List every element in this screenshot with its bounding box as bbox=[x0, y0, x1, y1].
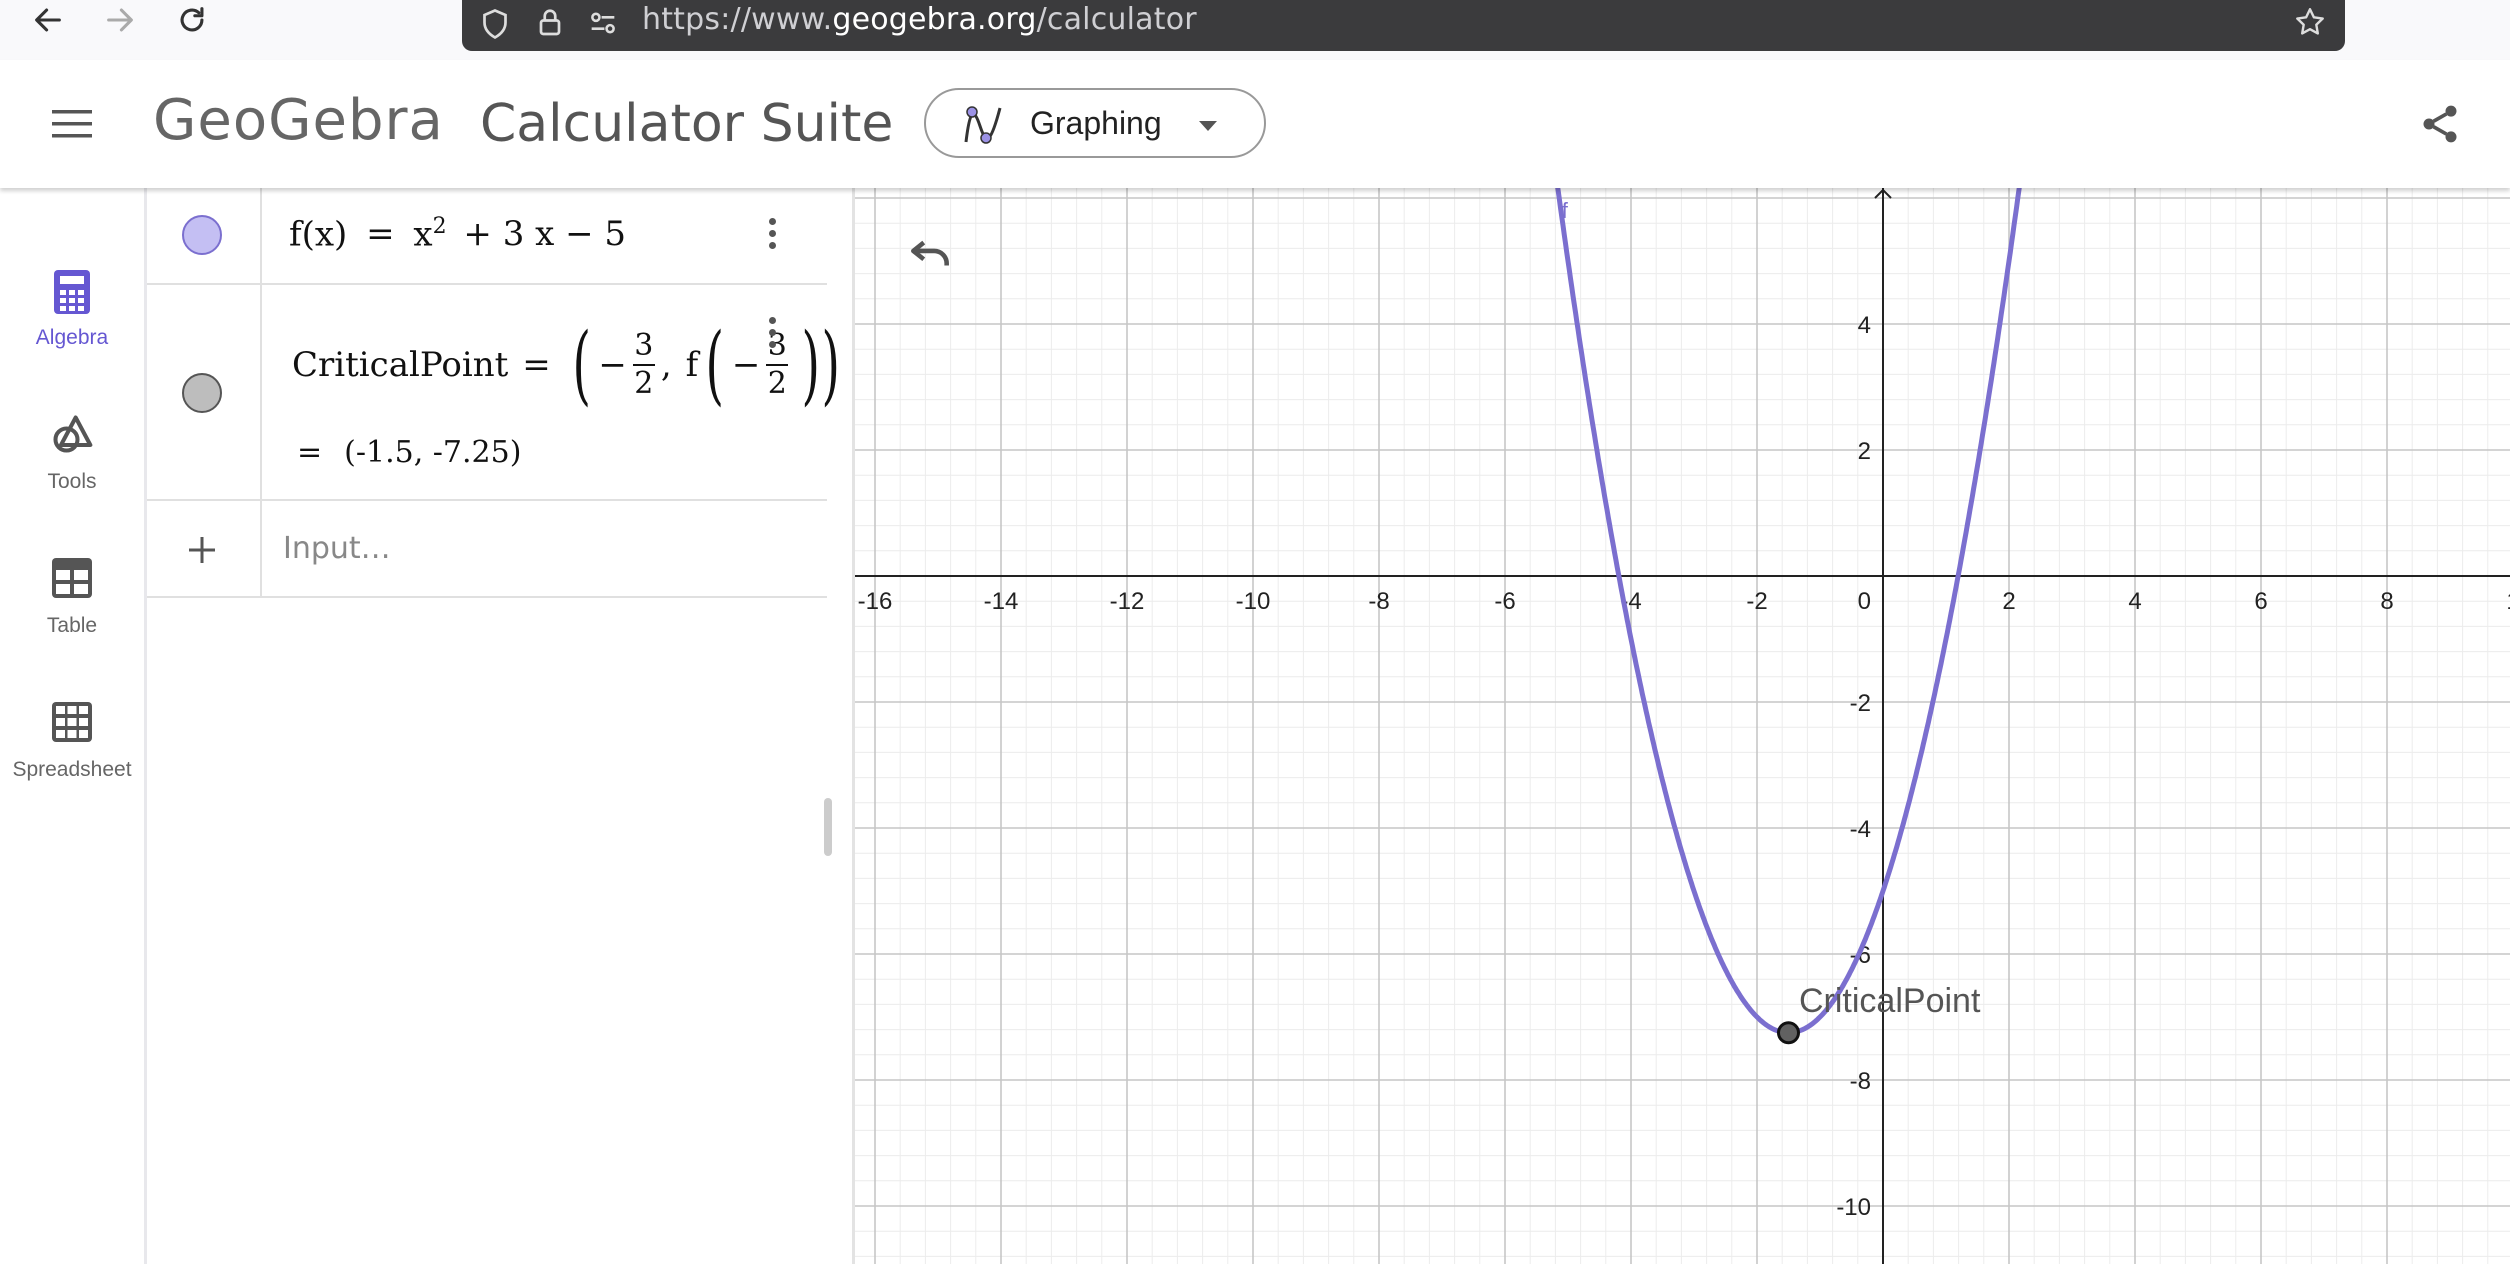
panel-resize-handle[interactable] bbox=[824, 798, 832, 856]
equals-sign: = bbox=[366, 214, 395, 255]
critical-point-label: CriticalPoint bbox=[1799, 982, 1981, 1020]
critical-point-marker[interactable] bbox=[1777, 1021, 1800, 1045]
bookmark-star-icon[interactable] bbox=[2292, 4, 2328, 40]
critical-point-name: CriticalPoint bbox=[292, 345, 509, 385]
marble-cell bbox=[147, 188, 262, 283]
rail-item-algebra[interactable]: Algebra bbox=[0, 260, 144, 380]
paren-open: ( bbox=[572, 315, 591, 415]
calculator-icon bbox=[54, 270, 90, 314]
app-header: GeoGebra Calculator Suite Graphing bbox=[0, 60, 2510, 188]
y-tick-label: 2 bbox=[1858, 438, 1871, 465]
marble-cell bbox=[147, 501, 262, 596]
lock-icon[interactable] bbox=[532, 4, 568, 40]
rail-label-algebra: Algebra bbox=[35, 326, 109, 349]
url-text[interactable]: https://www.geogebra.org/calculator bbox=[642, 2, 1197, 37]
permissions-icon[interactable] bbox=[586, 6, 620, 40]
menu-icon[interactable] bbox=[52, 108, 92, 140]
minus-sign: − bbox=[598, 345, 627, 385]
function-definition[interactable]: f(x) = x2 + 3 x − 5 bbox=[289, 214, 626, 254]
function-name: f(x) bbox=[289, 214, 348, 255]
rail-item-table[interactable]: Table bbox=[0, 548, 144, 668]
minus-sign: − bbox=[731, 345, 761, 385]
x-tick-label: 1 bbox=[2506, 588, 2510, 615]
function-terms: + 3 x − 5 bbox=[463, 214, 627, 255]
forward-icon[interactable] bbox=[90, 0, 150, 40]
input-bar[interactable]: Input… bbox=[283, 531, 391, 566]
shield-icon[interactable] bbox=[477, 6, 513, 42]
x-tick-label: 0 bbox=[1858, 588, 1871, 615]
visibility-toggle-f[interactable] bbox=[182, 215, 222, 255]
x-tick-label: 6 bbox=[2254, 588, 2267, 615]
y-axis-arrow bbox=[1874, 188, 1892, 199]
comma: , bbox=[660, 345, 672, 385]
y-tick-label: 4 bbox=[1858, 312, 1871, 339]
x-tick-label: 8 bbox=[2380, 588, 2393, 615]
y-tick-label: -8 bbox=[1850, 1068, 1871, 1095]
more-options-icon[interactable] bbox=[769, 317, 779, 353]
denominator: 2 bbox=[767, 366, 787, 401]
algebra-input-row[interactable]: Input… bbox=[147, 501, 827, 598]
algebra-row-critical-point[interactable]: CriticalPoint = ( − 3 2 , f ( − 3 2 ) ) … bbox=[147, 285, 840, 501]
rail-item-spreadsheet[interactable]: Spreadsheet bbox=[0, 692, 144, 812]
equals-sign: = bbox=[522, 345, 551, 385]
back-icon[interactable] bbox=[18, 0, 78, 40]
function-call-name: f bbox=[685, 345, 699, 385]
x-tick-label: -16 bbox=[858, 588, 893, 615]
share-icon[interactable] bbox=[2418, 102, 2462, 146]
x-tick-label: 4 bbox=[2128, 588, 2141, 615]
x-tick-label: -2 bbox=[1746, 588, 1767, 615]
geogebra-logo[interactable]: GeoGebra bbox=[153, 88, 444, 153]
algebra-row-function[interactable]: f(x) = x2 + 3 x − 5 bbox=[147, 188, 827, 285]
undo-icon[interactable] bbox=[905, 228, 955, 278]
spreadsheet-icon bbox=[52, 702, 92, 742]
paren-close: ) bbox=[801, 315, 821, 415]
critical-point-coordinates: (-1.5, -7.25) bbox=[344, 435, 522, 470]
x-tick-label: -8 bbox=[1368, 588, 1389, 615]
graphing-icon bbox=[964, 106, 1002, 144]
x-tick-label: -10 bbox=[1236, 588, 1271, 615]
tools-shapes-icon bbox=[53, 415, 93, 453]
rail-label-table: Table bbox=[46, 614, 98, 637]
denominator: 2 bbox=[634, 366, 654, 401]
rail-label-tools: Tools bbox=[47, 470, 97, 493]
critical-point-value: = (-1.5, -7.25) bbox=[297, 435, 521, 470]
reload-icon[interactable] bbox=[162, 0, 222, 40]
more-options-icon[interactable] bbox=[769, 218, 779, 254]
marble-cell bbox=[147, 285, 262, 499]
numerator: 3 bbox=[767, 328, 787, 363]
rail-item-tools[interactable]: Tools bbox=[0, 404, 144, 524]
y-tick-label: -10 bbox=[1836, 1194, 1871, 1221]
y-tick-label: -2 bbox=[1850, 690, 1871, 717]
address-bar[interactable]: https://www.geogebra.org/calculator bbox=[462, 0, 2345, 51]
variable-x: x bbox=[413, 214, 433, 255]
visibility-toggle-critical-point[interactable] bbox=[182, 373, 222, 413]
fraction: 3 2 bbox=[632, 328, 655, 402]
equals-sign: = bbox=[297, 435, 323, 470]
y-tick-label: -4 bbox=[1850, 816, 1871, 843]
numerator: 3 bbox=[634, 328, 654, 363]
rail-label-spreadsheet: Spreadsheet bbox=[12, 758, 132, 781]
fraction: 3 2 bbox=[766, 328, 789, 402]
critical-point-definition[interactable]: CriticalPoint = ( − 3 2 , f ( − 3 2 ) ) bbox=[292, 315, 847, 415]
paren-close: ) bbox=[821, 315, 840, 415]
chevron-down-icon bbox=[1199, 121, 1217, 131]
graphics-view[interactable]: -16-14-12-10-8-6-4-202468142-2-4-6-8-10 … bbox=[852, 188, 2510, 1264]
exponent: 2 bbox=[432, 214, 447, 239]
x-tick-label: 2 bbox=[2002, 588, 2015, 615]
function-curve-f[interactable] bbox=[1543, 188, 2034, 1036]
x-tick-label: -6 bbox=[1494, 588, 1515, 615]
algebra-view: f(x) = x2 + 3 x − 5 CriticalPoint = ( − … bbox=[144, 188, 852, 1264]
suite-title: Calculator Suite bbox=[480, 94, 894, 154]
x-tick-label: -12 bbox=[1110, 588, 1145, 615]
x-tick-label: -14 bbox=[984, 588, 1019, 615]
function-label-f: f bbox=[1562, 198, 1569, 223]
table-icon bbox=[52, 558, 92, 598]
app-switcher-label: Graphing bbox=[1030, 105, 1162, 141]
graph-canvas[interactable]: -16-14-12-10-8-6-4-202468142-2-4-6-8-10 … bbox=[855, 188, 2510, 1264]
perspective-rail: Algebra Tools Table Spreadsheet bbox=[0, 188, 144, 1264]
paren-open: ( bbox=[705, 315, 725, 415]
browser-toolbar: https://www.geogebra.org/calculator bbox=[0, 0, 2510, 60]
plus-icon[interactable] bbox=[187, 535, 217, 565]
app-switcher-dropdown[interactable]: Graphing bbox=[924, 88, 1266, 158]
